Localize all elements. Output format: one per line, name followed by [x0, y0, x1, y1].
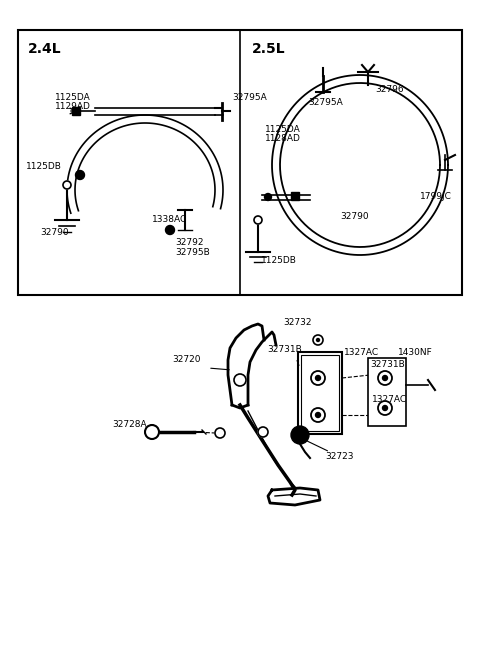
Text: 32796: 32796 [375, 85, 404, 94]
Text: 1125DA: 1125DA [265, 125, 301, 134]
Text: 1430NF: 1430NF [398, 348, 433, 357]
Text: 32731B: 32731B [267, 345, 302, 354]
Circle shape [291, 426, 309, 444]
Text: 2.4L: 2.4L [28, 42, 61, 56]
Bar [291, 192, 299, 200]
Text: 32795B: 32795B [175, 248, 210, 257]
Text: 32723: 32723 [325, 452, 353, 461]
Circle shape [311, 371, 325, 385]
Text: 32790: 32790 [40, 228, 69, 237]
Circle shape [315, 413, 321, 417]
Text: 1327AC: 1327AC [344, 348, 379, 357]
Text: 1129AD: 1129AD [55, 102, 91, 111]
Text: 32732: 32732 [284, 318, 312, 327]
Circle shape [254, 216, 262, 224]
Circle shape [264, 194, 272, 200]
Circle shape [383, 376, 387, 380]
Circle shape [316, 338, 320, 342]
Bar [18, 30, 462, 295]
Bar [368, 358, 406, 426]
Text: 1338AC: 1338AC [152, 215, 187, 224]
Text: 1125DB: 1125DB [26, 162, 62, 171]
Circle shape [313, 335, 323, 345]
Circle shape [378, 401, 392, 415]
Text: 32795A: 32795A [308, 98, 343, 107]
Circle shape [383, 405, 387, 411]
Circle shape [166, 225, 175, 235]
Text: 2.5L: 2.5L [252, 42, 286, 56]
Text: 32795A: 32795A [232, 93, 267, 102]
Text: 1128AD: 1128AD [265, 134, 301, 143]
Circle shape [145, 425, 159, 439]
Circle shape [234, 374, 246, 386]
Text: 32790: 32790 [340, 212, 369, 221]
Text: 1125DB: 1125DB [261, 256, 297, 265]
Bar [298, 352, 342, 434]
Text: 1327AC: 1327AC [372, 395, 407, 404]
Bar [301, 355, 339, 431]
Text: 32720: 32720 [172, 355, 201, 364]
Circle shape [311, 408, 325, 422]
Circle shape [215, 428, 225, 438]
Circle shape [75, 171, 84, 179]
Circle shape [315, 376, 321, 380]
Circle shape [63, 181, 71, 189]
Circle shape [258, 427, 268, 437]
Circle shape [378, 371, 392, 385]
Text: 1799JC: 1799JC [420, 192, 452, 201]
Text: 32792: 32792 [175, 238, 204, 247]
Bar [72, 107, 80, 115]
Text: 32728A: 32728A [112, 420, 146, 429]
Text: 1125DA: 1125DA [55, 93, 91, 102]
Text: 32731B: 32731B [370, 360, 405, 369]
